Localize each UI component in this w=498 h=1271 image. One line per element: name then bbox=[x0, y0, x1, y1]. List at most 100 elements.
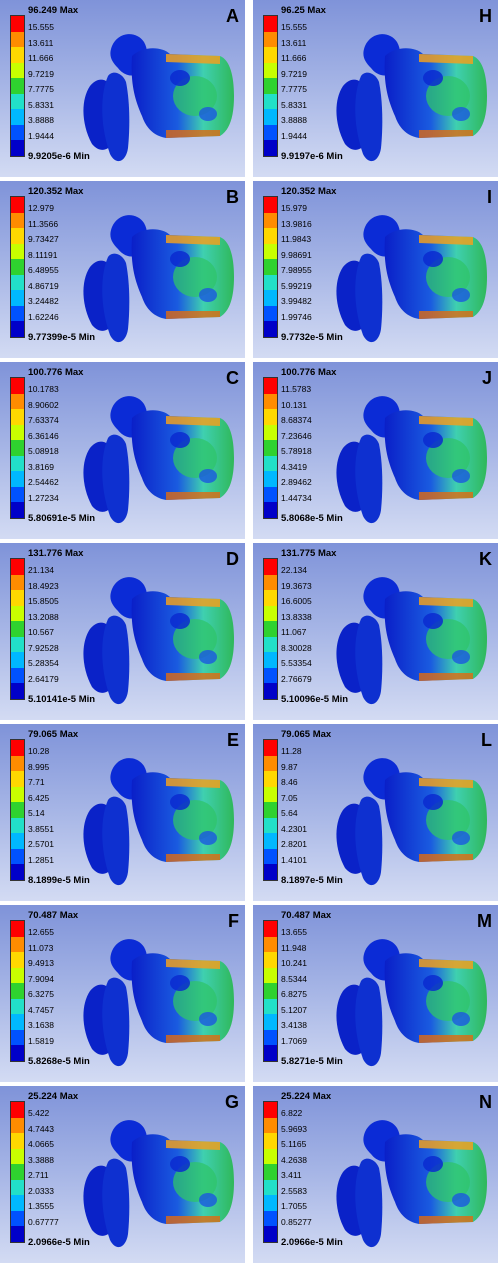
legend-tick-label: 12.655 bbox=[28, 927, 54, 937]
panel-letter: N bbox=[479, 1092, 492, 1112]
legend-tick-label: 7.98955 bbox=[281, 265, 312, 275]
legend-tick-label: 3.3888 bbox=[28, 1154, 54, 1165]
model-view bbox=[70, 378, 240, 538]
legend-swatch bbox=[264, 605, 277, 621]
legend-swatch bbox=[264, 109, 277, 125]
legend-swatch bbox=[11, 1102, 24, 1118]
vertebra-model bbox=[83, 577, 234, 705]
legend-tick-label: 8.30028 bbox=[281, 642, 312, 653]
legend-swatch bbox=[11, 93, 24, 109]
legend-tick-label: 8.5344 bbox=[281, 973, 307, 984]
legend-swatch bbox=[264, 1226, 277, 1242]
legend-swatch bbox=[11, 1117, 24, 1133]
legend-tick-label: 18.4923 bbox=[28, 580, 59, 591]
model-view bbox=[323, 1102, 493, 1262]
legend-tick-label: 7.7775 bbox=[281, 84, 307, 94]
legend-swatch bbox=[264, 952, 277, 968]
legend-swatch bbox=[11, 590, 24, 606]
legend-tick-label: 11.948 bbox=[281, 942, 307, 953]
panel-letter: A bbox=[226, 6, 239, 26]
legend-tick-label: 9.87 bbox=[281, 761, 298, 772]
legend-swatch bbox=[264, 1045, 277, 1061]
legend-swatch bbox=[264, 983, 277, 999]
legend-swatch bbox=[11, 1133, 24, 1149]
legend-tick-label: 7.9094 bbox=[28, 973, 54, 984]
model-view bbox=[323, 197, 493, 357]
legend-tick-label: 7.63374 bbox=[28, 415, 59, 425]
legend-swatch bbox=[264, 848, 277, 864]
legend-tick-label: 3.24482 bbox=[28, 296, 59, 306]
legend-swatch bbox=[264, 259, 277, 275]
legend-swatch bbox=[264, 1117, 277, 1133]
panel-letter: B bbox=[226, 187, 239, 207]
legend-swatch bbox=[264, 424, 277, 440]
legend-max-label: 131.776 Max bbox=[28, 548, 84, 559]
legend-tick-label: 13.9816 bbox=[281, 218, 312, 229]
legend-swatch bbox=[11, 62, 24, 78]
legend-tick-label: 11.5783 bbox=[281, 384, 312, 394]
legend-swatch bbox=[264, 967, 277, 983]
legend-swatch bbox=[264, 93, 277, 109]
legend-tick-label: 2.0333 bbox=[28, 1185, 54, 1196]
legend-tick-label: 4.2638 bbox=[281, 1154, 307, 1165]
panel-n: 25.224 Max 6.822 5.9693 5.1165 4.2638 3.411 2.… bbox=[253, 1086, 498, 1263]
legend-max-label: 25.224 Max bbox=[281, 1091, 332, 1102]
legend-swatch bbox=[264, 124, 277, 140]
legend-tick-label: 5.1165 bbox=[281, 1139, 307, 1149]
legend-swatch bbox=[11, 864, 24, 880]
model-view bbox=[323, 559, 493, 719]
legend-swatch bbox=[264, 864, 277, 880]
legend-swatch bbox=[264, 936, 277, 952]
panel-d: 131.776 Max 21.134 18.4923 15.8505 13.2088 10… bbox=[0, 543, 245, 720]
legend-swatch bbox=[11, 605, 24, 621]
legend-tick-label: 10.567 bbox=[28, 627, 54, 637]
legend-tick-label: 3.8888 bbox=[281, 115, 307, 125]
legend-color-bar bbox=[10, 558, 25, 700]
panel-letter: M bbox=[477, 911, 492, 931]
legend-color-bar bbox=[10, 920, 25, 1062]
legend-swatch bbox=[11, 559, 24, 575]
model-view bbox=[70, 740, 240, 900]
panel-c: 100.776 Max 10.1783 8.90602 7.63374 6.36146 5… bbox=[0, 362, 245, 539]
legend-tick-label: 5.1207 bbox=[281, 1004, 307, 1015]
model-view bbox=[70, 921, 240, 1081]
legend-swatch bbox=[264, 228, 277, 244]
legend-swatch bbox=[11, 47, 24, 63]
panel-i: 120.352 Max 15.979 13.9816 11.9843 9.98691 7.… bbox=[253, 181, 498, 358]
legend-swatch bbox=[264, 786, 277, 802]
legend-swatch bbox=[11, 817, 24, 833]
legend-tick-label: 15.8505 bbox=[28, 596, 59, 606]
legend-tick-label: 3.8551 bbox=[28, 823, 54, 834]
legend-swatch bbox=[264, 471, 277, 487]
legend-swatch bbox=[11, 140, 24, 156]
legend-swatch bbox=[264, 683, 277, 699]
legend-swatch bbox=[11, 786, 24, 802]
legend-tick-label: 11.28 bbox=[281, 746, 302, 756]
legend-tick-label: 21.134 bbox=[28, 565, 54, 575]
legend-color-bar bbox=[10, 739, 25, 881]
legend-max-label: 79.065 Max bbox=[281, 729, 332, 740]
legend-tick-label: 7.7775 bbox=[28, 84, 54, 94]
legend-swatch bbox=[264, 243, 277, 259]
legend-swatch bbox=[11, 78, 24, 94]
legend-tick-label: 4.86719 bbox=[28, 280, 59, 291]
legend-min-label: 8.1899e-5 Min bbox=[28, 875, 90, 886]
legend-swatch bbox=[11, 424, 24, 440]
legend-tick-label: 8.68374 bbox=[281, 415, 312, 425]
legend-swatch bbox=[264, 802, 277, 818]
legend-tick-label: 7.05 bbox=[281, 792, 298, 803]
legend-tick-label: 10.241 bbox=[281, 958, 307, 968]
legend-swatch bbox=[264, 31, 277, 47]
legend-swatch bbox=[264, 1102, 277, 1118]
legend-tick-label: 2.5701 bbox=[28, 839, 54, 849]
legend-swatch bbox=[264, 321, 277, 337]
legend-swatch bbox=[264, 274, 277, 290]
legend-swatch bbox=[11, 1148, 24, 1164]
legend-tick-label: 5.28354 bbox=[28, 658, 59, 668]
legend-tick-label: 3.411 bbox=[281, 1170, 302, 1180]
legend-min-label: 2.0966e-5 Min bbox=[28, 1237, 90, 1248]
legend-tick-label: 1.9444 bbox=[281, 130, 307, 141]
legend-swatch bbox=[11, 771, 24, 787]
legend-tick-label: 10.131 bbox=[281, 399, 307, 410]
